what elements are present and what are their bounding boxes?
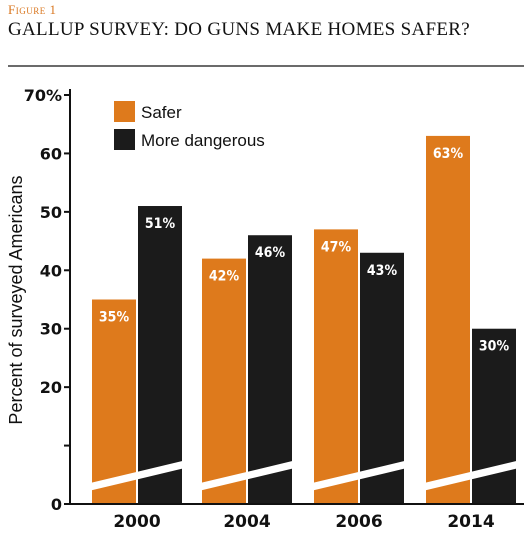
title-divider	[8, 65, 524, 67]
bar-safer-2004	[202, 258, 246, 504]
axis-break-2000	[88, 460, 186, 492]
value-label-safer-2004: 42%	[209, 269, 240, 285]
legend-item-safer-label: Safer	[141, 103, 182, 122]
bar-safer-2014	[426, 135, 470, 504]
y-tick-label-70: 70%	[24, 86, 62, 105]
y-tick-label-50: 50	[40, 203, 62, 222]
value-labels-layer: 35% 51% 42% 46% 47% 43% 63% 30%	[99, 146, 510, 355]
value-label-more-dangerous-2000: 51%	[145, 216, 176, 232]
x-tick-label-2004: 2004	[223, 512, 270, 532]
axis-break-2006	[310, 460, 408, 492]
legend-item-more-dangerous-swatch	[114, 129, 135, 150]
x-tick-label-2014: 2014	[447, 512, 494, 532]
y-tick-label-20: 20	[40, 378, 62, 397]
y-tick-label-60: 60	[40, 144, 62, 163]
x-tick-label-2006: 2006	[335, 512, 382, 532]
legend-item-safer-swatch	[114, 101, 135, 122]
value-label-more-dangerous-2004: 46%	[255, 245, 286, 261]
bars-layer	[92, 135, 516, 504]
bar-more-dangerous-2006	[360, 252, 404, 504]
legend-item-more-dangerous: More dangerous	[114, 129, 265, 150]
y-tick-label-30: 30	[40, 320, 62, 339]
bar-more-dangerous-2004	[248, 235, 292, 504]
figure-title: GALLUP SURVEY: DO GUNS MAKE HOMES SAFER?	[8, 19, 470, 40]
value-label-safer-2006: 47%	[321, 239, 352, 255]
bar-safer-2006	[314, 229, 358, 504]
legend-item-more-dangerous-label: More dangerous	[141, 131, 265, 150]
axis-break-2014	[422, 460, 520, 492]
value-label-more-dangerous-2006: 43%	[367, 263, 398, 279]
value-label-safer-2000: 35%	[99, 310, 130, 326]
axis-break-2004	[198, 460, 296, 492]
y-tick-label-40: 40	[40, 261, 62, 280]
axes-layer: 0 20 30 40 50 60 70% 2000 2004 2006 2014	[24, 86, 524, 532]
bar-more-dangerous-2014	[472, 328, 516, 504]
legend: Safer More dangerous	[114, 101, 265, 150]
value-label-safer-2014: 63%	[433, 146, 464, 162]
bar-more-dangerous-2000	[138, 206, 182, 504]
y-tick-label-0: 0	[51, 495, 62, 514]
axis-break-layer	[88, 460, 520, 492]
value-label-more-dangerous-2014: 30%	[479, 339, 510, 355]
legend-item-safer: Safer	[114, 101, 182, 122]
x-tick-label-2000: 2000	[113, 512, 160, 532]
y-axis-label: Percent of surveyed Americans	[6, 175, 26, 424]
bar-safer-2000	[92, 299, 136, 504]
figure-label: Figure 1	[8, 2, 57, 17]
